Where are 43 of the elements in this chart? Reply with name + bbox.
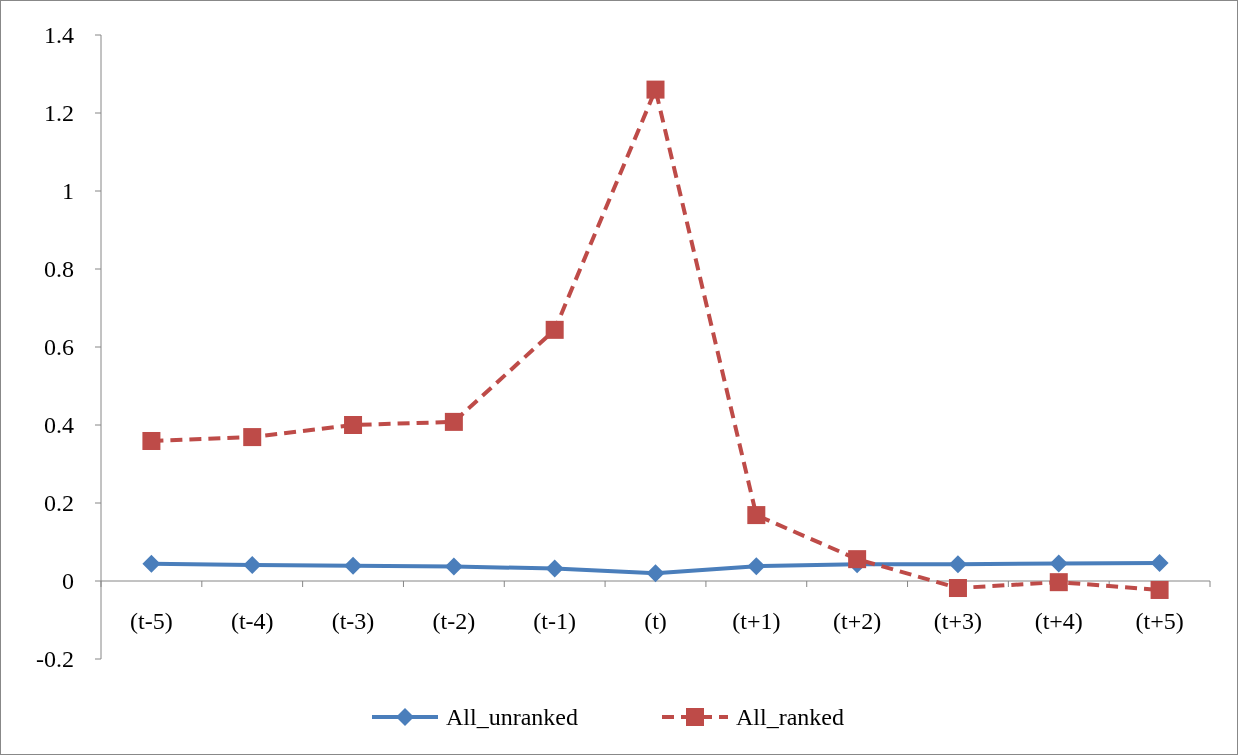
x-tick-label: (t+3) — [933, 608, 983, 634]
point — [948, 579, 967, 598]
x-tick-label: (t+2) — [833, 608, 882, 634]
point — [344, 556, 363, 575]
y-tick-label: 0.2 — [44, 490, 74, 517]
point — [545, 320, 564, 339]
x-tick-label: (t-3) — [331, 608, 375, 634]
point — [344, 416, 363, 434]
point — [646, 80, 665, 99]
point — [142, 431, 161, 450]
point — [545, 559, 564, 578]
y-tick-label: 0.8 — [44, 256, 74, 283]
y-tick-label: 0 — [62, 568, 74, 595]
y-tick-label: 1.4 — [44, 22, 74, 49]
point — [444, 557, 463, 576]
x-tick-label: (t-2) — [432, 608, 476, 634]
point — [1150, 580, 1169, 599]
point — [1150, 554, 1169, 573]
x-tick-label: (t+5) — [1135, 608, 1184, 634]
y-tick-label: 0.4 — [44, 412, 74, 439]
x-tick-label: (t) — [644, 608, 667, 634]
point — [948, 555, 967, 574]
y-tick-label: 0.6 — [44, 334, 74, 361]
x-tick-label: (t-4) — [230, 608, 274, 634]
point — [444, 412, 463, 431]
x-tick-label: (t-1) — [533, 608, 577, 634]
y-tick-label: 1.2 — [44, 100, 74, 127]
point — [243, 428, 262, 447]
point — [646, 564, 665, 583]
point — [747, 557, 766, 576]
x-tick-label: (t+4) — [1034, 608, 1083, 634]
point — [243, 556, 262, 575]
x-tick-label: (t+1) — [732, 608, 781, 634]
legend-label: All_ranked — [736, 704, 844, 731]
point — [142, 554, 161, 573]
point — [848, 550, 867, 569]
y-tick-label: -0.2 — [36, 646, 74, 673]
legend-label: All_unranked — [446, 704, 578, 731]
y-tick-label: 1 — [62, 178, 74, 205]
point — [747, 506, 766, 525]
point — [1049, 573, 1068, 592]
point — [1049, 554, 1068, 573]
x-tick-label: (t-5) — [130, 608, 173, 634]
